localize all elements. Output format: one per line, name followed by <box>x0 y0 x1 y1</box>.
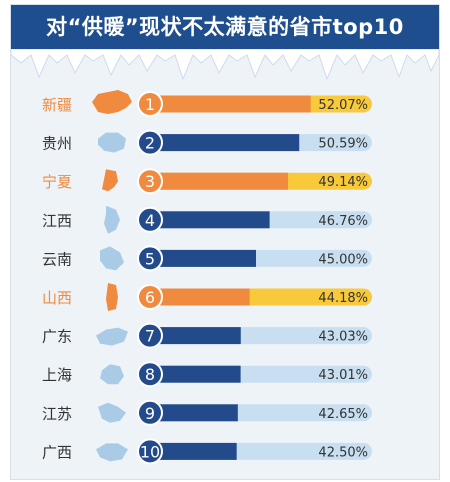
category-label: 江苏 <box>42 405 72 423</box>
rank-badge <box>137 322 163 349</box>
category-label: 广西 <box>42 443 72 461</box>
rank-number: 3 <box>145 172 155 191</box>
province-map-icon <box>96 443 128 462</box>
bar <box>140 442 237 460</box>
rank-number: 8 <box>145 365 155 384</box>
province-map-icon <box>100 364 124 385</box>
bar <box>140 365 241 383</box>
chart-frame: 对“供暖”现状不太满意的省市top10 <box>10 4 440 480</box>
category-label: 江西 <box>42 212 72 230</box>
bar <box>140 404 238 422</box>
category-label: 山西 <box>42 289 72 307</box>
value-label: 52.07% <box>318 98 368 113</box>
icicle-decoration <box>11 49 439 81</box>
bar <box>140 134 300 152</box>
bar <box>140 288 250 306</box>
value-label: 44.18% <box>318 291 368 306</box>
province-map-icon <box>98 132 126 153</box>
province-map-icon <box>98 402 126 423</box>
category-label: 贵州 <box>42 135 72 153</box>
rank-number: 1 <box>145 95 155 114</box>
rank-badge <box>137 438 163 465</box>
province-map-icon <box>102 169 118 192</box>
province-map-icon <box>92 90 132 114</box>
category-label: 新疆 <box>42 96 72 114</box>
category-label: 上海 <box>42 366 72 384</box>
rank-number: 5 <box>145 249 155 268</box>
rank-badge <box>137 361 163 388</box>
chart-title: 对“供暖”现状不太满意的省市top10 <box>46 15 404 39</box>
rank-badge <box>137 129 163 156</box>
rank-number: 4 <box>145 211 155 230</box>
bar <box>140 327 241 345</box>
rank-number: 2 <box>145 134 155 153</box>
value-label: 46.76% <box>318 214 368 229</box>
rank-badge <box>137 206 163 233</box>
rank-number: 10 <box>140 442 160 461</box>
value-label: 43.01% <box>318 368 368 383</box>
bar <box>140 249 256 267</box>
value-label: 42.50% <box>318 445 368 460</box>
value-label: 50.59% <box>318 137 368 152</box>
province-map-icon <box>104 205 120 234</box>
category-label: 云南 <box>42 250 72 268</box>
category-label: 广东 <box>42 328 72 346</box>
rank-badge <box>137 91 163 117</box>
bar <box>140 211 270 229</box>
rank-number: 7 <box>145 327 155 346</box>
value-label: 45.00% <box>318 252 368 267</box>
bar <box>140 95 311 113</box>
rank-number: 9 <box>145 404 155 423</box>
rank-badge <box>137 399 163 426</box>
bar <box>140 172 289 190</box>
value-label: 49.14% <box>318 175 368 190</box>
title-banner: 对“供暖”现状不太满意的省市top10 <box>11 5 439 49</box>
category-label: 宁夏 <box>42 173 72 191</box>
value-label: 42.65% <box>318 407 368 422</box>
province-map-icon <box>100 246 124 271</box>
value-label: 43.03% <box>318 330 368 345</box>
province-map-icon <box>96 327 128 346</box>
rank-badge <box>137 245 163 272</box>
province-map-icon <box>106 283 118 311</box>
rank-badge <box>137 284 163 310</box>
rank-number: 6 <box>145 288 155 307</box>
rank-badge <box>137 168 163 195</box>
